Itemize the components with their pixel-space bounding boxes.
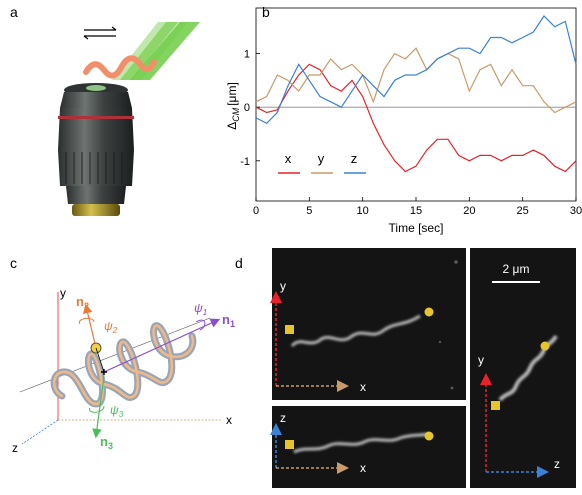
series-line-y [255,47,577,114]
n2-label: n2 [76,294,89,311]
legend-label-x: x [285,151,292,166]
legend-label-y: y [318,151,325,166]
n3-vector [92,375,105,439]
panel-label-b: b [262,4,270,20]
n2-label-main: n [76,294,84,309]
n1-label-sub: 1 [230,319,235,329]
n1-vector [103,318,221,373]
xz-marker-dot [424,431,434,441]
xz-z-axis-label: z [280,411,286,425]
x-tick-label: 20 [463,205,475,217]
zy-marker-dot [540,341,550,351]
xy-x-axis-label: x [360,380,366,394]
microscope-objective-illustration [58,22,200,216]
marker-offset-line [95,347,105,373]
psi3-label-main: ψ [110,403,119,417]
psi1-label-sub: 1 [203,308,207,317]
scan-direction-arrows [83,26,117,40]
panel-label-d: d [235,255,243,271]
x-tick-label: 25 [517,205,529,217]
y-tick-label: -1 [240,156,250,168]
bacterium-icon [83,55,157,79]
xz-x-axis-label: x [360,461,366,475]
x-tick-label: 30 [570,205,582,217]
psi2-label-main: ψ [104,319,113,333]
n2-vector [82,303,97,349]
series-line-z [255,15,577,125]
scale-bar-label: 2 μm [503,262,530,276]
xy-y-axis-label: y [280,279,286,293]
x-tick-label: 5 [306,205,312,217]
x-tick-label: 0 [253,205,259,217]
xz-image [272,406,466,488]
psi2-label: ψ2 [104,319,118,335]
y-tick-label: 0 [244,102,250,114]
microscopy-panels: y x z x y z 2 μm [270,248,576,488]
n1-label: n1 [222,312,235,329]
xy-bacterium-signal [290,314,421,348]
helix-coordinate-diagram: y x z n1 ψ1 n2 ψ2 n3 ψ3 [12,286,235,455]
x-tick-label: 10 [357,205,369,217]
panel-label-c: c [10,255,17,271]
psi1-rotation-arrow [195,319,206,331]
xy-image [272,248,466,400]
y-axis-label: ΔCM[μm] [225,82,241,130]
zy-y-axis-label: y [478,353,484,367]
zy-image [470,248,576,488]
n1-label-main: n [222,312,230,327]
x-tick-label: 15 [410,205,422,217]
center-of-mass-icon [101,369,107,375]
x-axis-label: Time [sec] [389,221,444,235]
xy-marker-dot [424,307,434,317]
xz-bacterium-signal [293,432,429,454]
axis-label-z: z [12,441,18,455]
psi3-rotation-arrow [88,405,105,413]
psi2-rotation-arrow [78,317,95,325]
y-axis-label-main: Δ [225,122,239,130]
n3-label: n3 [100,434,113,451]
y-axis-label-sub: CM [231,107,241,121]
axis-label-y: y [60,286,66,300]
psi1-label-main: ψ [194,301,203,315]
series-line-x [255,63,577,173]
n3-label-sub: 3 [108,441,113,451]
n3-label-main: n [100,434,108,449]
psi1-label: ψ1 [194,301,207,317]
zy-marker-square [491,401,500,410]
zy-z-axis-label: z [554,457,560,471]
panel-label-a: a [10,4,18,20]
psi3-label-sub: 3 [119,410,124,419]
y-tick-label: 1 [244,49,250,61]
plot-frame [255,7,577,202]
axis-label-x: x [226,413,232,427]
chart-b: 0 5 10 15 20 25 30 -1 0 1 x y z ΔCM[μm] Time [sec] [225,7,582,235]
z-axis-line [21,419,59,445]
n2-label-sub: 2 [84,301,89,311]
psi3-label: ψ3 [110,403,124,419]
xy-marker-square [285,325,294,334]
psi2-label-sub: 2 [112,326,118,335]
xz-marker-square [285,440,294,449]
legend-label-z: z [351,151,358,166]
y-axis-label-unit: [μm] [225,82,239,106]
